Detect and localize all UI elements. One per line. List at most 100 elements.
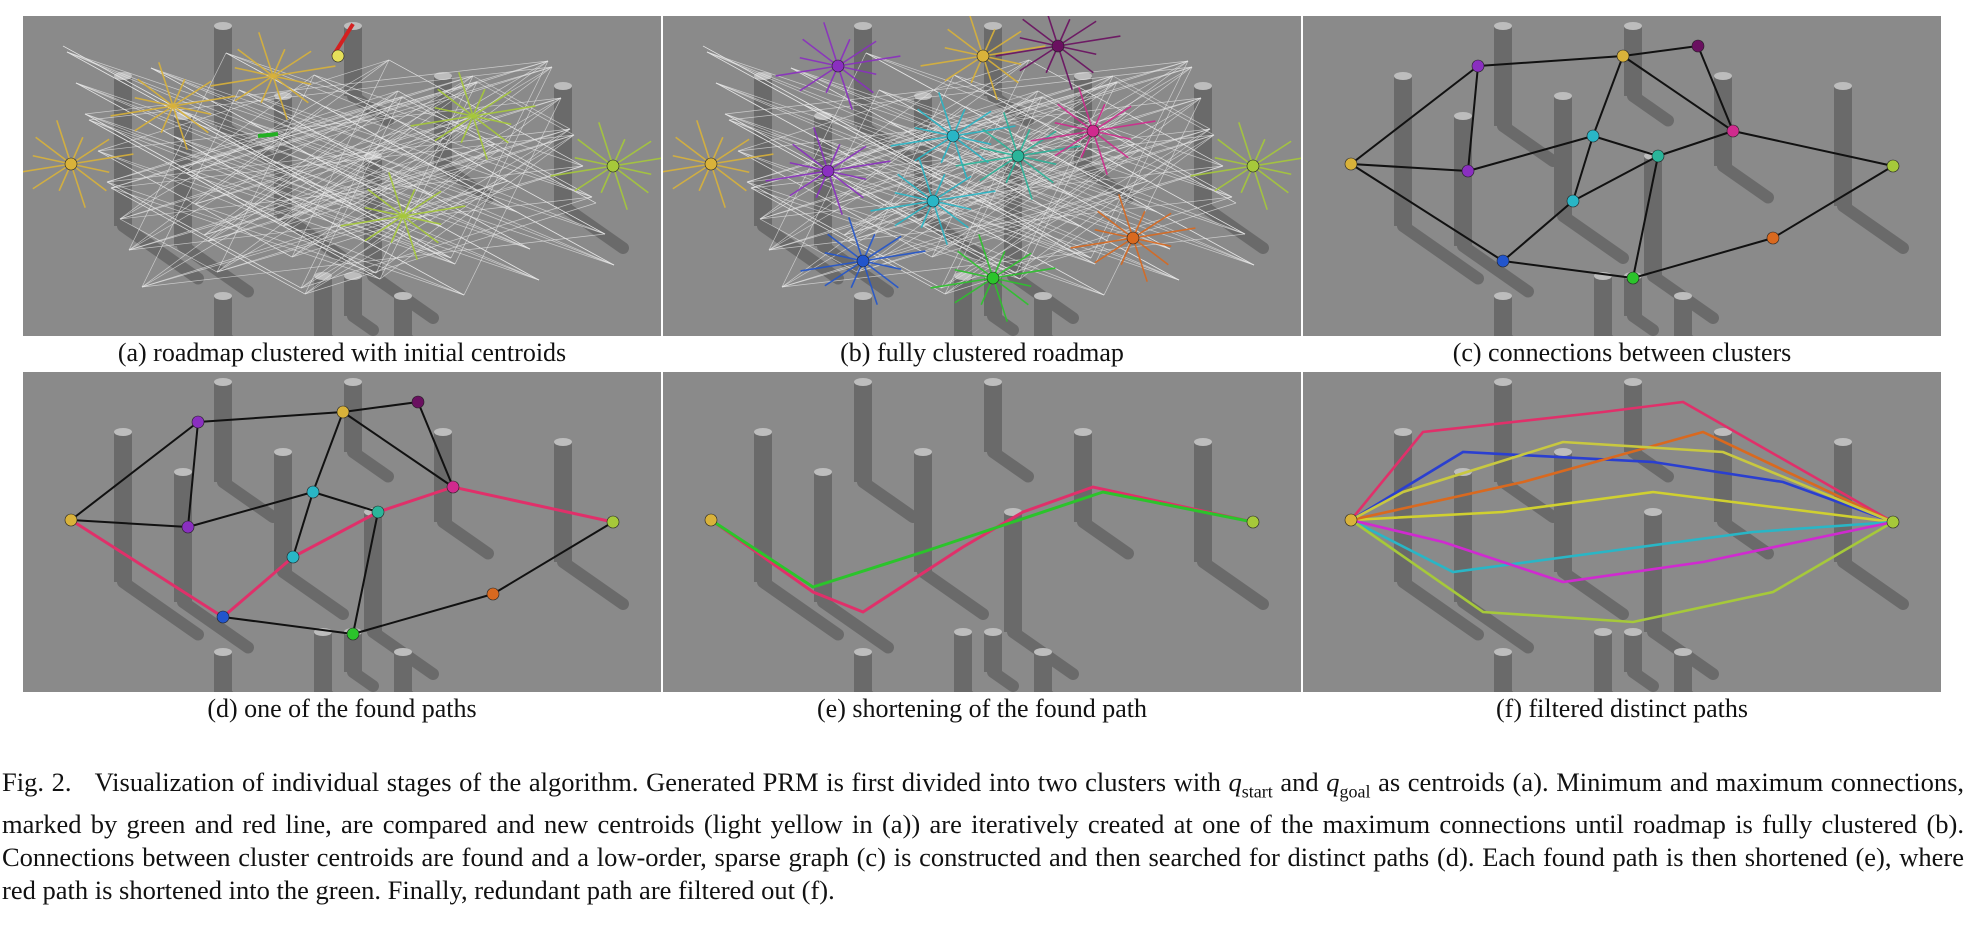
cluster-edge bbox=[800, 260, 864, 272]
pillar bbox=[1194, 442, 1212, 562]
cluster-edge bbox=[260, 75, 274, 104]
pillar bbox=[344, 382, 362, 452]
roadmap-edge bbox=[878, 89, 1246, 235]
cluster-edge bbox=[1057, 45, 1094, 74]
pillar-top bbox=[1394, 428, 1412, 436]
graph-edge bbox=[342, 401, 419, 413]
cluster-centroid bbox=[1126, 231, 1140, 245]
cluster-edge bbox=[992, 267, 1056, 279]
roadmap-edge bbox=[825, 66, 1193, 174]
roadmap-edge bbox=[379, 81, 478, 280]
roadmap-edge bbox=[728, 66, 1193, 121]
pillar-top bbox=[554, 82, 572, 90]
cluster-edge bbox=[802, 38, 839, 67]
pillar-top bbox=[274, 448, 292, 456]
cluster-edge bbox=[1057, 45, 1073, 90]
cluster-edge bbox=[992, 252, 1032, 279]
cluster-edge bbox=[237, 48, 274, 77]
pillar-shadow bbox=[1197, 200, 1269, 254]
roadmap-edge bbox=[216, 165, 584, 273]
graph-edge bbox=[1350, 65, 1479, 165]
graph-node bbox=[216, 610, 230, 624]
pillar-top bbox=[1494, 292, 1512, 300]
roadmap-edge bbox=[724, 113, 1092, 259]
cluster-edge bbox=[982, 30, 1022, 57]
graph-node bbox=[64, 513, 78, 527]
roadmap-render-f bbox=[1303, 372, 1941, 692]
roadmap-edge bbox=[141, 89, 240, 288]
cluster-edge bbox=[367, 188, 404, 217]
subcaption-f: (f) filtered distinct paths bbox=[1496, 694, 1748, 723]
roadmap-edge bbox=[216, 180, 509, 273]
cluster-edge bbox=[1057, 20, 1097, 47]
distinct-path bbox=[1350, 450, 1894, 524]
cluster-edge bbox=[848, 217, 864, 262]
pillar-top bbox=[854, 22, 872, 30]
subcaption-e: (e) shortening of the found path bbox=[817, 694, 1147, 723]
roadmap-edge bbox=[141, 180, 509, 288]
graph-edge bbox=[1572, 135, 1594, 202]
cluster-edge bbox=[1092, 130, 1129, 159]
roadmap-edge bbox=[790, 67, 1255, 266]
graph-node bbox=[1886, 159, 1900, 173]
graph-node bbox=[346, 627, 360, 641]
cluster-edge bbox=[827, 233, 864, 262]
cluster-edge bbox=[1092, 105, 1132, 132]
cluster-centroid bbox=[1086, 124, 1100, 138]
pillar bbox=[1494, 296, 1512, 336]
cluster-edge bbox=[799, 65, 839, 92]
cluster-centroid bbox=[926, 194, 940, 208]
graph-edge bbox=[1467, 135, 1594, 172]
distinct-path bbox=[1350, 490, 1894, 524]
caption-text-3: as centroids (a). Minimum and maximum co… bbox=[2, 767, 1965, 906]
cluster-edge bbox=[1017, 145, 1081, 157]
roadmap-edge bbox=[194, 97, 562, 205]
roadmap-edge bbox=[150, 67, 518, 213]
cluster-edge bbox=[1132, 237, 1169, 266]
roadmap-edge bbox=[353, 60, 549, 206]
roadmap-edge bbox=[291, 112, 487, 258]
cluster-edge bbox=[56, 120, 72, 165]
roadmap-edge bbox=[357, 66, 553, 212]
cluster-edge bbox=[955, 155, 1019, 167]
pillar-top bbox=[1554, 448, 1572, 456]
graph-node bbox=[411, 395, 425, 409]
cluster-edge bbox=[920, 55, 984, 67]
pillar-top bbox=[344, 378, 362, 386]
cluster-edge bbox=[944, 46, 984, 57]
cluster-edge bbox=[340, 215, 404, 227]
cluster-edge bbox=[930, 277, 994, 289]
cluster-edge bbox=[402, 188, 416, 217]
roadmap-edge bbox=[335, 142, 606, 235]
pillar-top bbox=[854, 648, 872, 656]
pillar-shadow bbox=[757, 576, 844, 641]
roadmap-edge bbox=[141, 233, 606, 288]
graph-node bbox=[1461, 164, 1475, 178]
pillar-top bbox=[854, 292, 872, 300]
pillar-top bbox=[1074, 428, 1092, 436]
roadmap-edge bbox=[141, 127, 412, 288]
graph-node bbox=[1626, 271, 1640, 285]
cluster-edge bbox=[918, 157, 934, 202]
cluster-edge bbox=[952, 110, 992, 137]
roadmap-edge bbox=[247, 120, 615, 266]
roadmap-edge bbox=[750, 81, 1118, 189]
cluster-edge bbox=[574, 156, 614, 167]
original-path bbox=[710, 485, 1254, 614]
pillar bbox=[984, 632, 1002, 672]
graph-node bbox=[181, 520, 195, 534]
roadmap-edge bbox=[110, 81, 478, 189]
pillar-shadow bbox=[1557, 210, 1629, 264]
pillar-top bbox=[1714, 72, 1732, 80]
roadmap-edge bbox=[194, 59, 390, 205]
graph-edge bbox=[1657, 130, 1734, 157]
cluster-edge bbox=[827, 170, 867, 181]
found-path bbox=[70, 485, 614, 619]
roadmap-edge bbox=[463, 97, 562, 296]
pillar bbox=[1554, 452, 1572, 572]
cluster-edge bbox=[1057, 103, 1094, 132]
panel-c-image bbox=[1303, 16, 1941, 336]
panel-e-image bbox=[663, 372, 1301, 692]
cluster-edge bbox=[982, 128, 1019, 157]
cluster-edge bbox=[932, 175, 972, 202]
